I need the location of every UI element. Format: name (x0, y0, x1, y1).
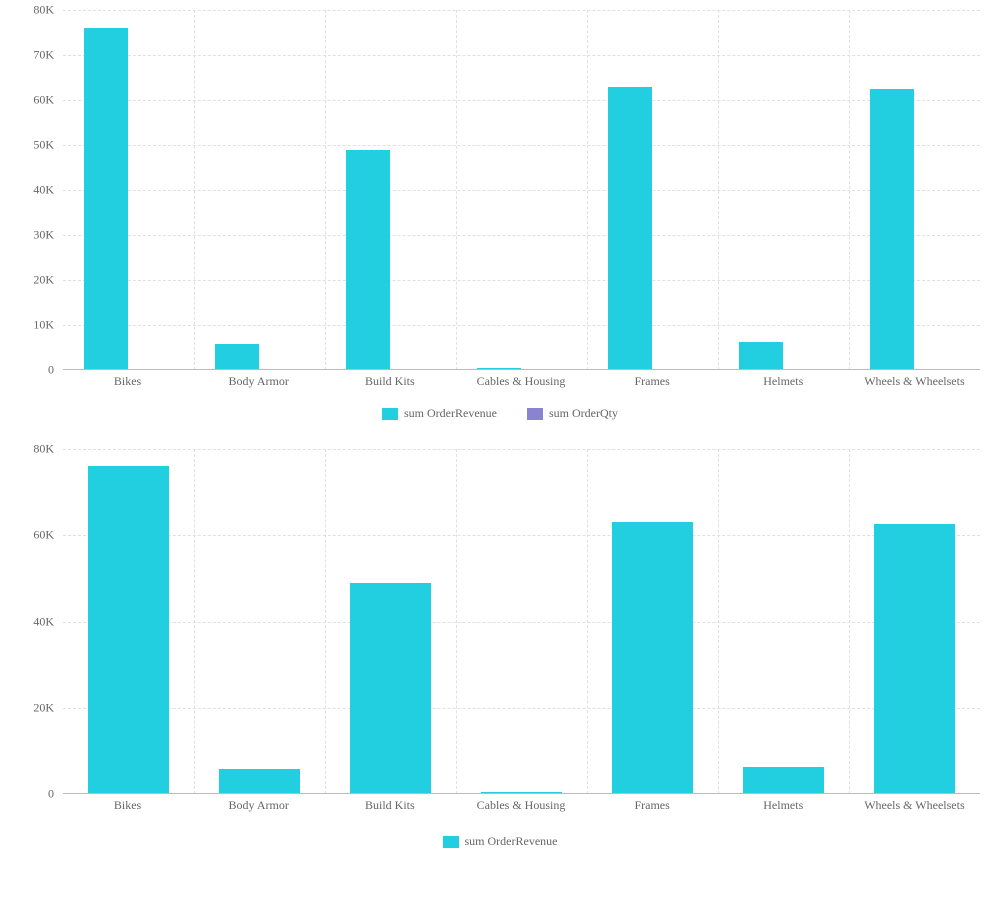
bar-group (739, 10, 828, 370)
y-tick-label: 20K (33, 700, 54, 715)
x-tick-label: Bikes (62, 374, 193, 396)
chart1-legend: sum OrderRevenue sum OrderQty (20, 406, 980, 421)
x-tick-label: Cables & Housing (455, 798, 586, 820)
chart2-bars (63, 449, 980, 794)
chart2-x-axis-labels: BikesBody ArmorBuild KitsCables & Housin… (62, 798, 980, 820)
top-bar-chart: 010K20K30K40K50K60K70K80K BikesBody Armo… (20, 10, 980, 421)
bar-group (477, 10, 566, 370)
x-tick-label: Body Armor (193, 798, 324, 820)
y-tick-label: 50K (33, 138, 54, 153)
chart2-y-axis-labels: 020K40K60K80K (20, 449, 58, 794)
bar-slot (587, 10, 718, 370)
bar-slot (587, 449, 718, 794)
bar (870, 89, 915, 370)
chart2-x-axis (63, 793, 980, 794)
bar (612, 522, 693, 794)
bar (743, 767, 824, 794)
x-tick-label: Cables & Housing (455, 374, 586, 396)
bar-slot (194, 449, 325, 794)
bar-slot (325, 10, 456, 370)
chart1-legend-label-2: sum OrderQty (549, 406, 618, 421)
bar-group (608, 10, 697, 370)
chart2-plot-area (62, 449, 980, 794)
x-tick-label: Frames (587, 374, 718, 396)
bar (350, 583, 431, 794)
bar-slot (849, 10, 980, 370)
x-tick-label: Body Armor (193, 374, 324, 396)
bar (346, 150, 391, 371)
bar-slot (849, 449, 980, 794)
chart1-legend-item-1: sum OrderRevenue (382, 406, 497, 421)
chart1-legend-item-2: sum OrderQty (527, 406, 618, 421)
bar-group (870, 10, 959, 370)
bar-group (215, 10, 304, 370)
bar (215, 344, 260, 370)
y-tick-label: 80K (33, 442, 54, 457)
bar-slot (456, 449, 587, 794)
y-tick-label: 40K (33, 614, 54, 629)
bar-slot (718, 449, 849, 794)
bottom-bar-chart: 020K40K60K80K BikesBody ArmorBuild KitsC… (20, 449, 980, 849)
bar-slot (325, 449, 456, 794)
x-tick-label: Build Kits (324, 374, 455, 396)
x-tick-label: Wheels & Wheelsets (849, 798, 980, 820)
chart1-legend-label-1: sum OrderRevenue (404, 406, 497, 421)
bar-slot (63, 449, 194, 794)
chart1-y-axis-labels: 010K20K30K40K50K60K70K80K (20, 10, 58, 370)
bar (84, 28, 129, 370)
y-tick-label: 80K (33, 3, 54, 18)
bar-slot (194, 10, 325, 370)
chart1-x-axis-labels: BikesBody ArmorBuild KitsCables & Housin… (62, 374, 980, 396)
y-tick-label: 30K (33, 228, 54, 243)
y-tick-label: 70K (33, 48, 54, 63)
x-tick-label: Build Kits (324, 798, 455, 820)
chart1-bars (63, 10, 980, 370)
legend-swatch-icon (382, 408, 398, 420)
chart2-legend-label-1: sum OrderRevenue (465, 834, 558, 849)
chart1-plot-area (62, 10, 980, 370)
legend-swatch-icon (443, 836, 459, 848)
bar-slot (456, 10, 587, 370)
y-tick-label: 0 (48, 787, 54, 802)
bar (874, 524, 955, 794)
bar-group (346, 10, 435, 370)
legend-swatch-icon (527, 408, 543, 420)
y-tick-label: 10K (33, 318, 54, 333)
y-tick-label: 40K (33, 183, 54, 198)
y-tick-label: 60K (33, 93, 54, 108)
x-tick-label: Wheels & Wheelsets (849, 374, 980, 396)
x-tick-label: Frames (587, 798, 718, 820)
chart2-legend: sum OrderRevenue (20, 834, 980, 849)
bar-slot (718, 10, 849, 370)
y-tick-label: 60K (33, 528, 54, 543)
y-tick-label: 0 (48, 363, 54, 378)
bar-slot (63, 10, 194, 370)
bar (88, 466, 169, 794)
bar (219, 769, 300, 794)
bar-group (84, 10, 173, 370)
bar (608, 87, 653, 371)
chart2-legend-item-1: sum OrderRevenue (443, 834, 558, 849)
bar (739, 342, 784, 370)
x-tick-label: Helmets (718, 798, 849, 820)
chart1-x-axis (63, 369, 980, 370)
x-tick-label: Helmets (718, 374, 849, 396)
x-tick-label: Bikes (62, 798, 193, 820)
y-tick-label: 20K (33, 273, 54, 288)
